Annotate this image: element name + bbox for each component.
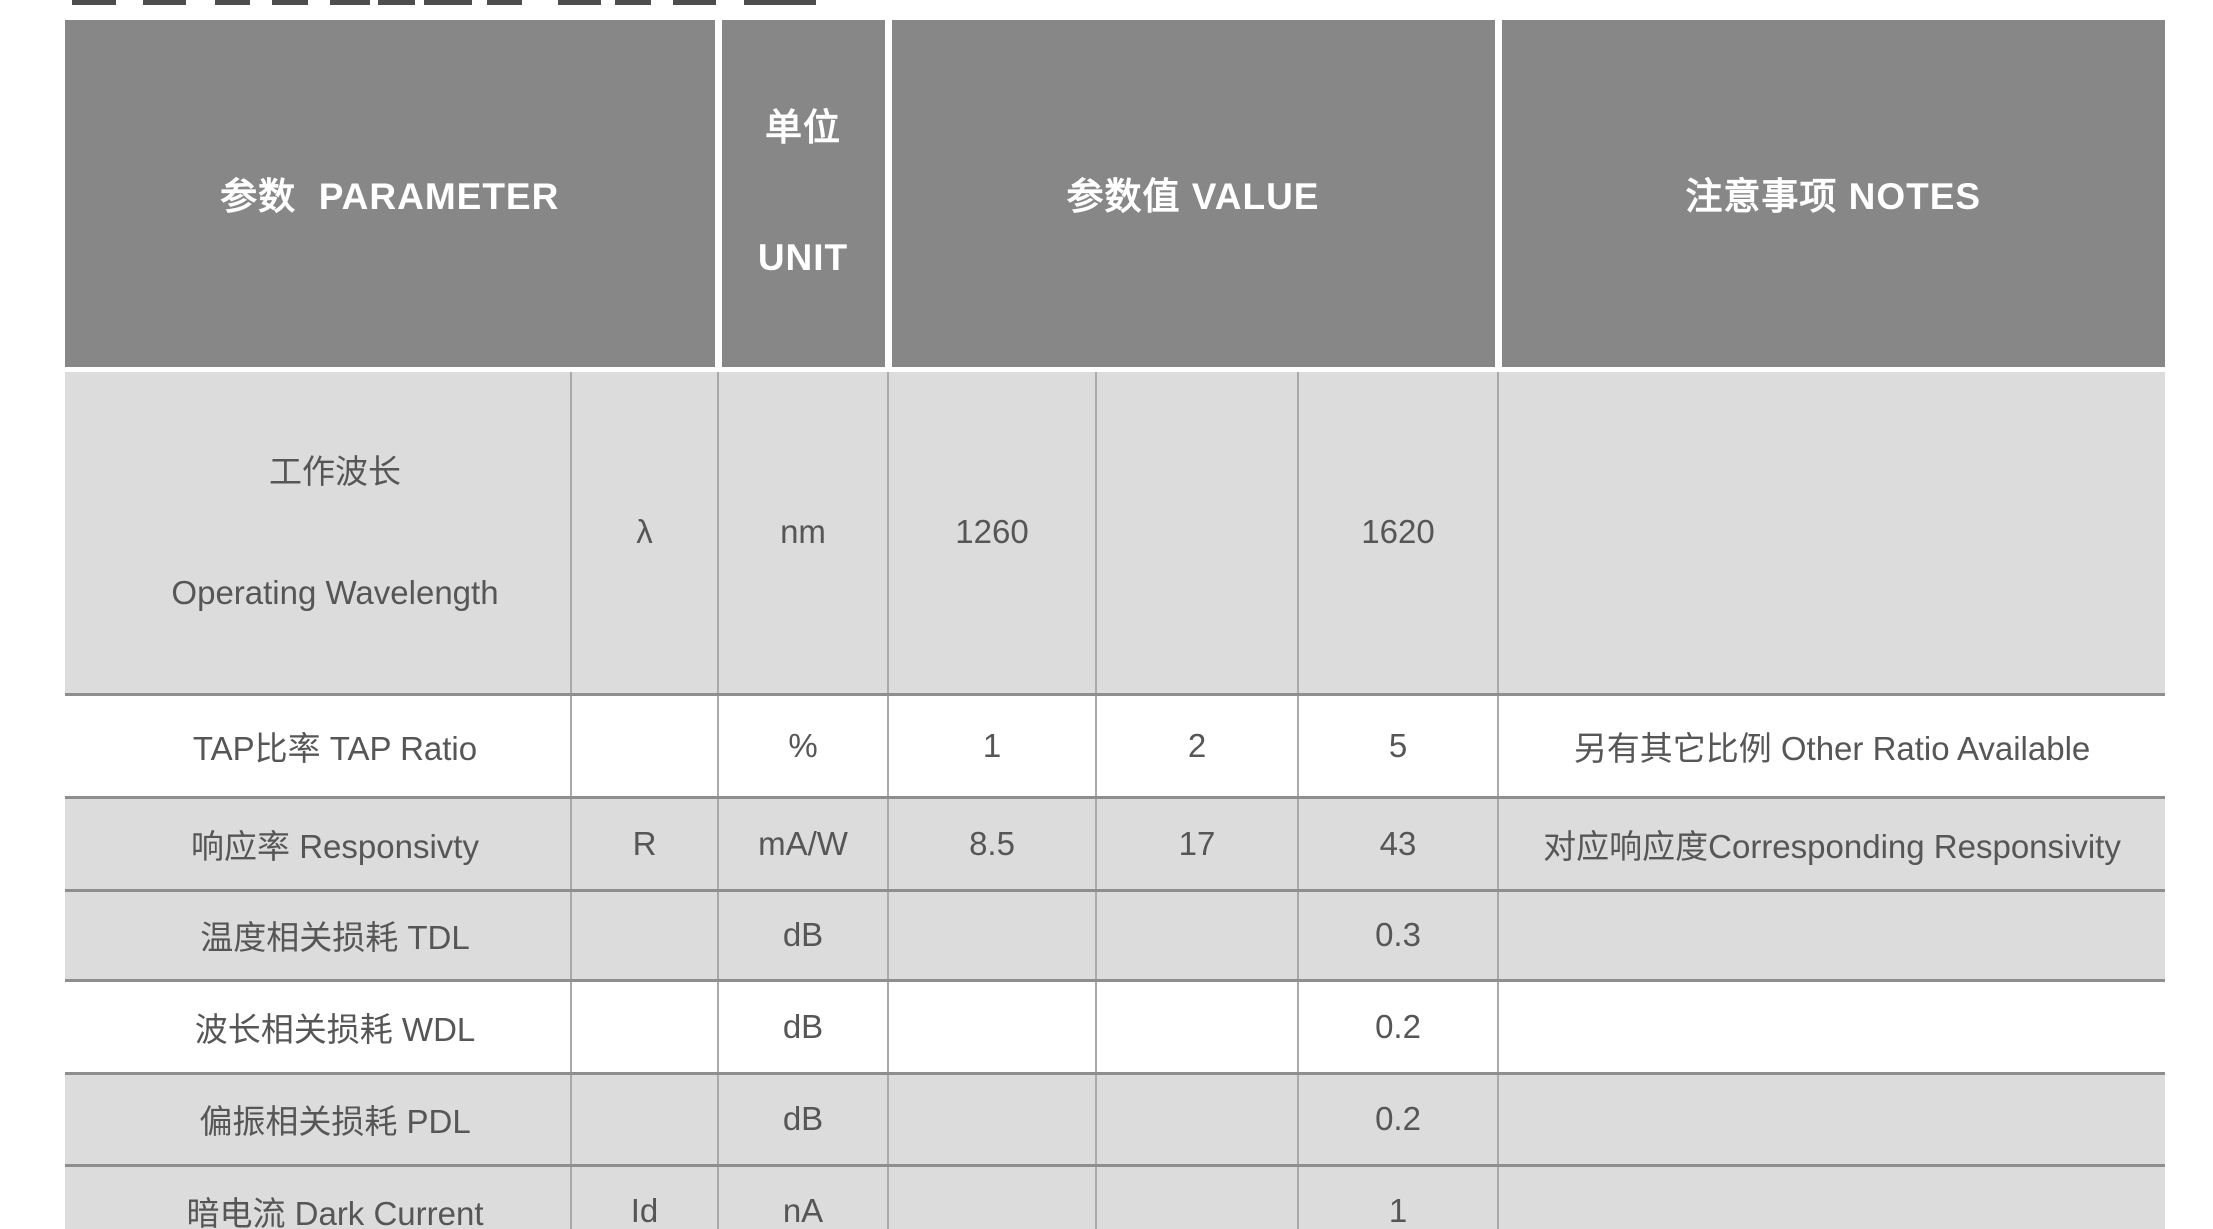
value-cell: 1260 bbox=[887, 366, 1096, 695]
notes-cell bbox=[1497, 1163, 2165, 1229]
value-cell: 0.2 bbox=[1297, 1071, 1498, 1166]
header-value: 参数值 VALUE bbox=[884, 20, 1498, 372]
table-row: 暗电流 Dark Current Id nA 1 bbox=[65, 1163, 2165, 1229]
unit-cell: nm bbox=[717, 366, 888, 695]
notes-cell bbox=[1497, 366, 2165, 695]
symbol-cell: R bbox=[570, 795, 718, 891]
notes-cell bbox=[1497, 1071, 2165, 1166]
value-cell bbox=[887, 1163, 1096, 1229]
clipped-text-fragment bbox=[272, 0, 308, 5]
param-cell: 偏振相关损耗 PDL bbox=[65, 1071, 571, 1166]
value-cell bbox=[887, 978, 1096, 1074]
table-row: 温度相关损耗 TDL dB 0.3 bbox=[65, 888, 2165, 981]
param-cell: 响应率 Responsivty bbox=[65, 795, 571, 891]
table-row: 波长相关损耗 WDL dB 0.2 bbox=[65, 978, 2165, 1074]
clipped-text-fragment bbox=[487, 0, 522, 5]
value-cell bbox=[887, 1071, 1096, 1166]
table-header-row: 参数 PARAMETER 单位 UNIT 参数值 VALUE 注意事项 NOTE… bbox=[65, 20, 2165, 372]
value-cell: 0.2 bbox=[1297, 978, 1498, 1074]
value-cell: 1620 bbox=[1297, 366, 1498, 695]
header-unit-zh: 单位 bbox=[765, 107, 841, 148]
clipped-text-fragment bbox=[615, 0, 651, 5]
value-cell bbox=[1095, 978, 1298, 1074]
value-cell bbox=[1095, 366, 1298, 695]
notes-cell bbox=[1497, 888, 2165, 981]
unit-cell: mA/W bbox=[717, 795, 888, 891]
unit-cell: dB bbox=[717, 978, 888, 1074]
value-cell: 43 bbox=[1297, 795, 1498, 891]
param-label-zh: 工作波长 bbox=[269, 452, 401, 490]
param-cell: 工作波长 Operating Wavelength bbox=[65, 366, 571, 695]
clipped-text-fragment bbox=[744, 0, 816, 5]
unit-cell: dB bbox=[717, 888, 888, 981]
param-cell: 温度相关损耗 TDL bbox=[65, 888, 571, 981]
value-cell: 8.5 bbox=[887, 795, 1096, 891]
table-row: TAP比率 TAP Ratio % 1 2 5 另有其它比例 Other Rat… bbox=[65, 692, 2165, 798]
symbol-cell: Id bbox=[570, 1163, 718, 1229]
symbol-cell bbox=[570, 692, 718, 798]
param-label-en: Operating Wavelength bbox=[171, 574, 499, 612]
unit-cell: dB bbox=[717, 1071, 888, 1166]
clipped-text-fragment bbox=[424, 0, 472, 5]
unit-cell: nA bbox=[717, 1163, 888, 1229]
header-unit: 单位 UNIT bbox=[714, 20, 888, 372]
value-cell bbox=[1095, 1163, 1298, 1229]
symbol-cell bbox=[570, 1071, 718, 1166]
table-row: 响应率 Responsivty R mA/W 8.5 17 43 对应响应度Co… bbox=[65, 795, 2165, 891]
table-row: 工作波长 Operating Wavelength λ nm 1260 1620 bbox=[65, 366, 2165, 695]
value-cell: 1 bbox=[887, 692, 1096, 798]
value-cell bbox=[887, 888, 1096, 981]
clipped-text-fragment bbox=[330, 0, 370, 5]
unit-cell: % bbox=[717, 692, 888, 798]
value-cell: 2 bbox=[1095, 692, 1298, 798]
clipped-text-fragment bbox=[378, 0, 415, 5]
notes-cell bbox=[1497, 978, 2165, 1074]
param-cell: TAP比率 TAP Ratio bbox=[65, 692, 571, 798]
header-parameter: 参数 PARAMETER bbox=[65, 20, 718, 372]
header-unit-en: UNIT bbox=[757, 237, 849, 279]
table-row: 偏振相关损耗 PDL dB 0.2 bbox=[65, 1071, 2165, 1166]
value-cell bbox=[1095, 888, 1298, 981]
value-cell: 17 bbox=[1095, 795, 1298, 891]
symbol-cell bbox=[570, 888, 718, 981]
clipped-text-fragment bbox=[558, 0, 601, 5]
symbol-cell: λ bbox=[570, 366, 718, 695]
clipped-text-fragment bbox=[143, 0, 186, 5]
clipped-text-fragment bbox=[72, 0, 116, 5]
value-cell: 0.3 bbox=[1297, 888, 1498, 981]
clipped-text-fragment bbox=[215, 0, 250, 5]
spec-table: 参数 PARAMETER 单位 UNIT 参数值 VALUE 注意事项 NOTE… bbox=[65, 20, 2165, 1229]
param-cell: 暗电流 Dark Current bbox=[65, 1163, 571, 1229]
value-cell: 5 bbox=[1297, 692, 1498, 798]
header-notes: 注意事项 NOTES bbox=[1494, 20, 2165, 372]
value-cell bbox=[1095, 1071, 1298, 1166]
value-cell: 1 bbox=[1297, 1163, 1498, 1229]
notes-cell: 对应响应度Corresponding Responsivity bbox=[1497, 795, 2165, 891]
param-cell: 波长相关损耗 WDL bbox=[65, 978, 571, 1074]
clipped-text-fragment bbox=[673, 0, 716, 5]
symbol-cell bbox=[570, 978, 718, 1074]
notes-cell: 另有其它比例 Other Ratio Available bbox=[1497, 692, 2165, 798]
